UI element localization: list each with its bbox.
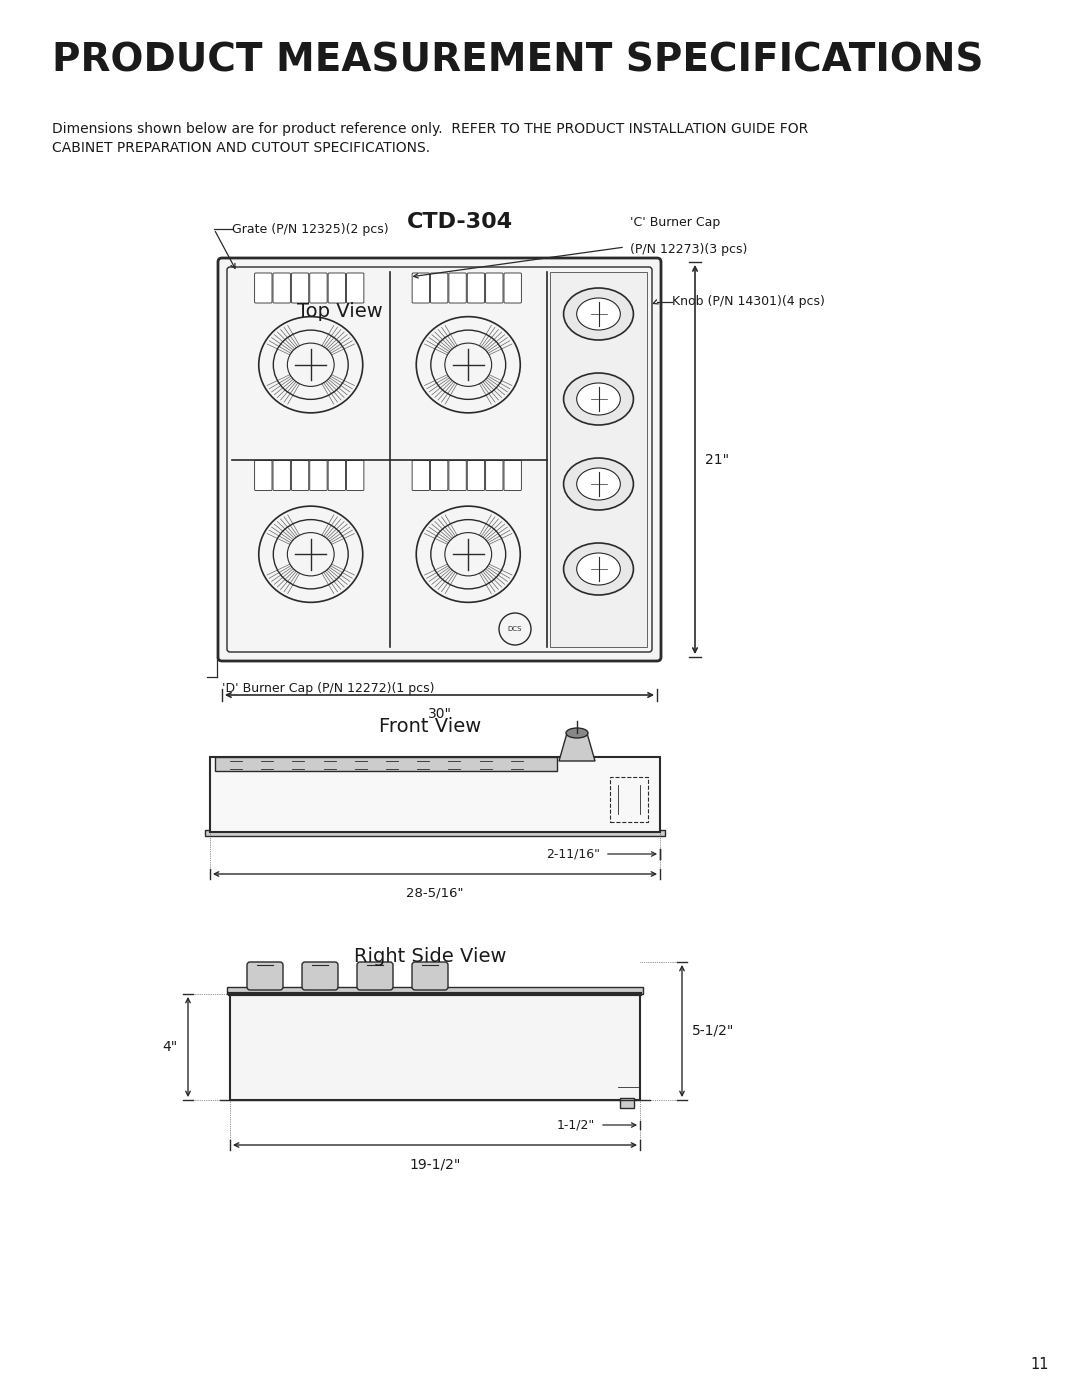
FancyBboxPatch shape bbox=[504, 272, 522, 303]
Text: Top View: Top View bbox=[297, 302, 383, 321]
Text: Knob (P/N 14301)(4 pcs): Knob (P/N 14301)(4 pcs) bbox=[672, 296, 825, 309]
FancyBboxPatch shape bbox=[328, 272, 346, 303]
Text: 5-1/2": 5-1/2" bbox=[692, 1024, 734, 1038]
Bar bbox=[610, 777, 648, 821]
FancyBboxPatch shape bbox=[255, 461, 272, 490]
Ellipse shape bbox=[564, 458, 634, 510]
FancyBboxPatch shape bbox=[310, 461, 327, 490]
Text: 30": 30" bbox=[428, 707, 451, 721]
Text: 2-11/16": 2-11/16" bbox=[546, 848, 600, 861]
Text: CTD-304: CTD-304 bbox=[407, 212, 513, 232]
Text: 4": 4" bbox=[163, 1039, 178, 1053]
Text: 19-1/2": 19-1/2" bbox=[409, 1157, 461, 1171]
FancyBboxPatch shape bbox=[449, 272, 467, 303]
FancyBboxPatch shape bbox=[486, 272, 503, 303]
Text: 11: 11 bbox=[1030, 1356, 1050, 1372]
Text: PRODUCT MEASUREMENT SPECIFICATIONS: PRODUCT MEASUREMENT SPECIFICATIONS bbox=[52, 42, 984, 80]
FancyBboxPatch shape bbox=[273, 272, 291, 303]
FancyBboxPatch shape bbox=[347, 272, 364, 303]
Text: DCS: DCS bbox=[508, 626, 523, 631]
Bar bbox=[550, 272, 647, 647]
FancyBboxPatch shape bbox=[413, 461, 430, 490]
FancyBboxPatch shape bbox=[292, 272, 309, 303]
Polygon shape bbox=[559, 733, 595, 761]
Text: (P/N 12273)(3 pcs): (P/N 12273)(3 pcs) bbox=[630, 243, 747, 256]
Ellipse shape bbox=[577, 298, 620, 330]
FancyBboxPatch shape bbox=[302, 963, 338, 990]
FancyBboxPatch shape bbox=[468, 272, 485, 303]
FancyBboxPatch shape bbox=[328, 461, 346, 490]
Text: CABINET PREPARATION AND CUTOUT SPECIFICATIONS.: CABINET PREPARATION AND CUTOUT SPECIFICA… bbox=[52, 141, 430, 155]
FancyBboxPatch shape bbox=[357, 963, 393, 990]
Ellipse shape bbox=[564, 288, 634, 339]
Text: 28-5/16": 28-5/16" bbox=[406, 886, 463, 900]
FancyBboxPatch shape bbox=[292, 461, 309, 490]
FancyBboxPatch shape bbox=[431, 461, 448, 490]
Ellipse shape bbox=[577, 553, 620, 585]
Text: 21": 21" bbox=[705, 453, 729, 467]
Bar bbox=[210, 757, 660, 833]
Bar bbox=[227, 988, 643, 995]
Text: Front View: Front View bbox=[379, 717, 481, 736]
Ellipse shape bbox=[566, 728, 588, 738]
Text: 'D' Burner Cap (P/N 12272)(1 pcs): 'D' Burner Cap (P/N 12272)(1 pcs) bbox=[222, 682, 434, 694]
Text: Right Side View: Right Side View bbox=[354, 947, 507, 965]
Ellipse shape bbox=[564, 543, 634, 595]
Bar bbox=[620, 1098, 634, 1108]
FancyBboxPatch shape bbox=[504, 461, 522, 490]
FancyBboxPatch shape bbox=[310, 272, 327, 303]
Ellipse shape bbox=[564, 373, 634, 425]
FancyBboxPatch shape bbox=[449, 461, 467, 490]
Text: Dimensions shown below are for product reference only.  REFER TO THE PRODUCT INS: Dimensions shown below are for product r… bbox=[52, 122, 808, 136]
Ellipse shape bbox=[577, 468, 620, 500]
FancyBboxPatch shape bbox=[413, 272, 430, 303]
FancyBboxPatch shape bbox=[347, 461, 364, 490]
Text: 'C' Burner Cap: 'C' Burner Cap bbox=[630, 217, 720, 229]
FancyBboxPatch shape bbox=[273, 461, 291, 490]
FancyBboxPatch shape bbox=[255, 272, 272, 303]
FancyBboxPatch shape bbox=[218, 258, 661, 661]
Ellipse shape bbox=[577, 383, 620, 415]
FancyBboxPatch shape bbox=[468, 461, 485, 490]
Text: Grate (P/N 12325)(2 pcs): Grate (P/N 12325)(2 pcs) bbox=[232, 222, 389, 236]
Text: 1-1/2": 1-1/2" bbox=[557, 1119, 595, 1132]
FancyBboxPatch shape bbox=[247, 963, 283, 990]
FancyBboxPatch shape bbox=[486, 461, 503, 490]
FancyBboxPatch shape bbox=[411, 963, 448, 990]
Bar bbox=[205, 830, 665, 835]
Bar bbox=[215, 757, 557, 771]
Bar bbox=[230, 995, 640, 1099]
FancyBboxPatch shape bbox=[431, 272, 448, 303]
